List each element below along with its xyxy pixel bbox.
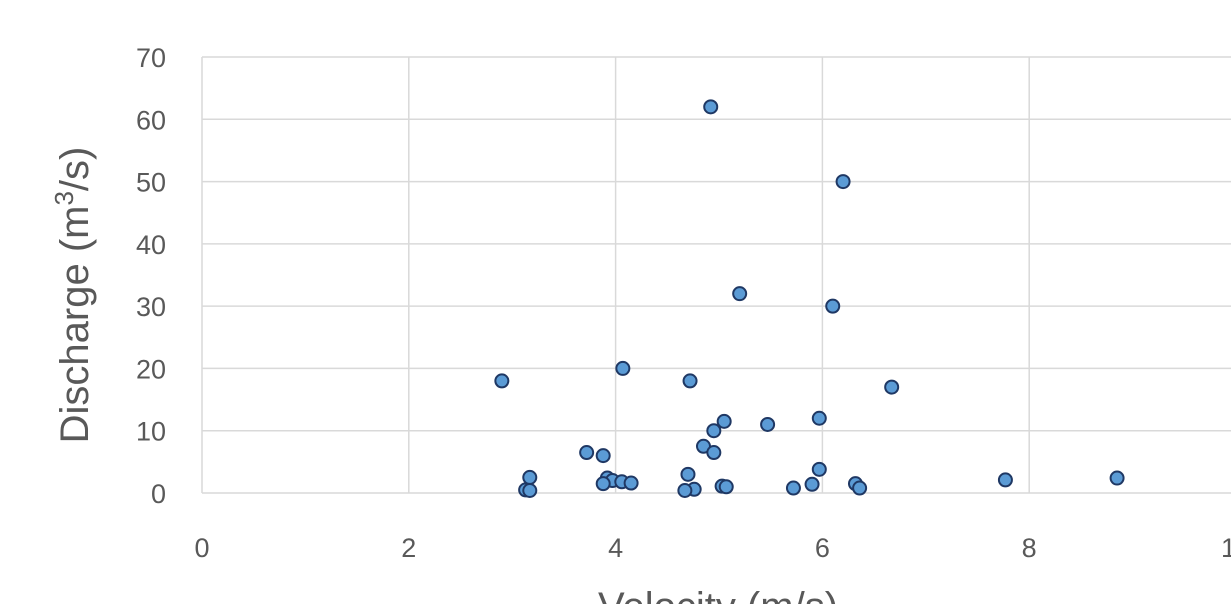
y-tick-label: 60	[136, 105, 166, 135]
x-tick-label: 4	[608, 533, 623, 563]
data-point	[852, 480, 868, 496]
data-point	[615, 360, 631, 376]
data-point	[760, 416, 776, 432]
data-point	[595, 448, 611, 464]
y-tick-label: 50	[136, 168, 166, 198]
x-axis-title: Velocity (m/s)	[598, 585, 838, 604]
data-point	[785, 480, 801, 496]
y-tick-label: 70	[136, 43, 166, 73]
y-tick-label: 20	[136, 354, 166, 384]
data-point	[623, 475, 639, 491]
x-tick-label: 0	[194, 533, 209, 563]
data-point	[677, 483, 693, 499]
y-axis-title-prefix: Discharge (m	[53, 206, 97, 444]
data-point	[732, 286, 748, 302]
data-point	[522, 469, 538, 485]
y-tick-label: 0	[151, 479, 166, 509]
y-tick-label: 30	[136, 292, 166, 322]
x-tick-label: 2	[401, 533, 416, 563]
data-point	[703, 99, 719, 115]
x-tick-label: 6	[815, 533, 830, 563]
y-axis-title-superscript: 3	[49, 191, 79, 205]
x-tick-label: 8	[1022, 533, 1037, 563]
data-point	[884, 379, 900, 395]
data-point	[716, 413, 732, 429]
data-point	[595, 476, 611, 492]
data-point	[522, 483, 538, 499]
data-point	[682, 373, 698, 389]
data-point	[494, 373, 510, 389]
y-axis-title: Discharge (m3/s)	[49, 147, 97, 444]
tick-labels: 0 10 20 30 40 50 60 70 0 2 4 6 8 10	[136, 43, 1231, 563]
data-point	[706, 423, 722, 439]
data-point	[811, 410, 827, 426]
data-point	[804, 476, 820, 492]
data-point	[579, 445, 595, 461]
data-point	[1109, 470, 1125, 486]
y-tick-label: 40	[136, 230, 166, 260]
data-points	[494, 99, 1125, 499]
data-point	[997, 472, 1013, 488]
x-tick-label: 10	[1221, 533, 1231, 563]
y-axis-title-suffix: /s)	[53, 147, 97, 191]
data-point	[811, 461, 827, 477]
data-point	[835, 174, 851, 190]
data-point	[680, 466, 696, 482]
y-tick-label: 10	[136, 417, 166, 447]
data-point	[825, 298, 841, 314]
data-point	[718, 479, 734, 495]
data-point	[706, 445, 722, 461]
grid-lines	[201, 56, 1231, 494]
